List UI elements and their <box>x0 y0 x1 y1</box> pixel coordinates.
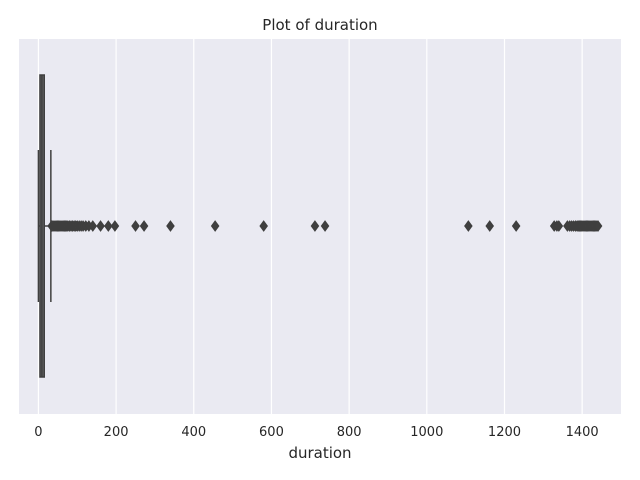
outlier-point <box>464 220 473 232</box>
outlier-point <box>110 220 120 232</box>
x-tick-label-0: 0 <box>34 425 42 440</box>
outlier-point <box>259 220 268 232</box>
x-tick-label-1200: 1200 <box>488 425 521 440</box>
x-tick-label-1000: 1000 <box>410 425 443 440</box>
plot-area <box>19 39 621 414</box>
outlier-point <box>554 220 564 232</box>
x-tick-label-600: 600 <box>259 425 284 440</box>
outlier-point <box>511 220 521 232</box>
outlier-point <box>104 220 113 232</box>
chart-title: Plot of duration <box>262 16 377 34</box>
outlier-point <box>210 220 220 232</box>
outlier-point <box>96 220 105 232</box>
outlier-point <box>139 220 149 232</box>
x-tick-label-800: 800 <box>337 425 362 440</box>
outlier-point <box>310 220 320 232</box>
boxplot-series <box>37 74 603 378</box>
x-tick-label-1400: 1400 <box>566 425 599 440</box>
x-tick-label-200: 200 <box>104 425 129 440</box>
outlier-point <box>593 220 603 232</box>
outlier-point <box>166 220 175 232</box>
outlier-point <box>131 220 140 232</box>
x-tick-label-400: 400 <box>181 425 206 440</box>
x-axis-ticks: 0 200 400 600 800 1000 1200 1400 <box>34 425 598 440</box>
outlier-point <box>88 220 98 232</box>
outlier-point <box>320 220 330 232</box>
outlier-point <box>485 220 495 232</box>
x-axis-label: duration <box>288 444 351 462</box>
